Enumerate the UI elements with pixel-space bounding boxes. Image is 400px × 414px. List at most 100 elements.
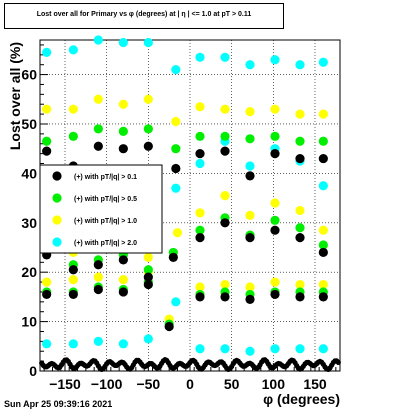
chart-title: Lost over all for Primary vs φ (degrees)… (36, 11, 252, 18)
data-point (318, 153, 328, 164)
data-point (270, 215, 280, 225)
data-point (118, 339, 128, 349)
data-point (270, 55, 280, 65)
data-point (295, 136, 305, 146)
data-point (171, 183, 181, 193)
data-point (220, 279, 230, 290)
y-tick-label: 20 (21, 264, 37, 280)
data-point (42, 136, 52, 146)
legend-marker (52, 215, 62, 225)
data-point (118, 37, 128, 48)
data-point (220, 52, 230, 62)
data-point (42, 277, 52, 287)
data-point (270, 104, 280, 114)
data-point (93, 272, 103, 282)
y-tick-label: 50 (21, 116, 37, 132)
data-point (143, 37, 153, 48)
data-point (318, 109, 328, 119)
y-tick-label: 30 (21, 215, 37, 231)
data-point (143, 252, 153, 262)
baseline-point (335, 359, 341, 365)
legend-marker (52, 237, 62, 247)
x-tick-label: −50 (136, 376, 160, 392)
data-point (245, 161, 255, 171)
data-point (118, 144, 128, 154)
data-point (195, 292, 205, 302)
data-point (68, 131, 78, 141)
data-point (68, 339, 78, 349)
x-tick-label: 50 (224, 376, 240, 392)
data-point (270, 289, 280, 300)
data-point (295, 292, 305, 302)
data-point (118, 287, 128, 297)
data-point (295, 233, 305, 243)
data-point (42, 47, 52, 57)
legend-label: (+) with pT/|q| > 2.0 (74, 240, 137, 247)
data-point (143, 272, 153, 282)
data-point (318, 344, 328, 354)
data-point (245, 60, 255, 70)
data-point (295, 60, 305, 70)
data-point (172, 228, 183, 238)
legend-marker (52, 193, 62, 203)
x-axis-label: φ (degrees) (263, 391, 340, 407)
legend-marker (52, 171, 62, 181)
data-point (93, 94, 103, 104)
data-point (143, 94, 153, 104)
data-point (171, 297, 181, 307)
data-point (171, 65, 181, 75)
data-point (245, 171, 255, 181)
data-point (220, 292, 230, 302)
data-point (270, 149, 280, 159)
data-point (245, 210, 255, 220)
data-point (68, 265, 78, 275)
data-point (42, 289, 52, 300)
data-point (318, 57, 328, 67)
data-point (195, 131, 205, 141)
data-point (195, 282, 205, 292)
data-point (295, 205, 305, 216)
x-tick-label: 100 (262, 376, 286, 392)
data-point (42, 146, 52, 156)
data-point (93, 260, 103, 270)
data-point (270, 344, 280, 354)
data-point (68, 45, 78, 55)
data-point (245, 282, 255, 292)
data-point (245, 107, 255, 117)
data-point (143, 265, 153, 275)
data-point (318, 279, 328, 290)
y-tick-label: 40 (21, 165, 37, 181)
data-point (143, 141, 153, 151)
legend-label: (+) with pT/|q| > 0.5 (74, 196, 137, 203)
data-point (245, 134, 255, 144)
data-point (143, 334, 153, 344)
data-point (270, 131, 280, 141)
data-point (195, 225, 205, 235)
data-point (93, 35, 103, 45)
data-point (318, 247, 328, 258)
data-point (318, 240, 328, 250)
data-point (171, 116, 181, 127)
chart-title-box: Lost over all for Primary vs φ (degrees)… (4, 3, 284, 29)
data-point (93, 141, 103, 151)
data-point (42, 339, 52, 349)
legend-label: (+) with pT/|q| > 1.0 (74, 218, 137, 225)
data-point (143, 279, 153, 290)
data-point (270, 225, 280, 235)
data-point (93, 124, 103, 134)
data-point (195, 102, 205, 112)
data-point (318, 225, 328, 235)
data-point (220, 218, 230, 228)
data-point (220, 191, 230, 201)
data-point (245, 233, 255, 243)
data-point (295, 153, 305, 164)
x-tick-label: 150 (303, 376, 327, 392)
data-point (164, 321, 174, 332)
data-point (68, 275, 78, 285)
x-tick-label: −150 (49, 376, 81, 392)
data-point (93, 336, 103, 346)
data-point (195, 233, 205, 243)
data-point (220, 344, 230, 354)
data-point (195, 344, 205, 354)
x-tick-label: 0 (186, 376, 194, 392)
